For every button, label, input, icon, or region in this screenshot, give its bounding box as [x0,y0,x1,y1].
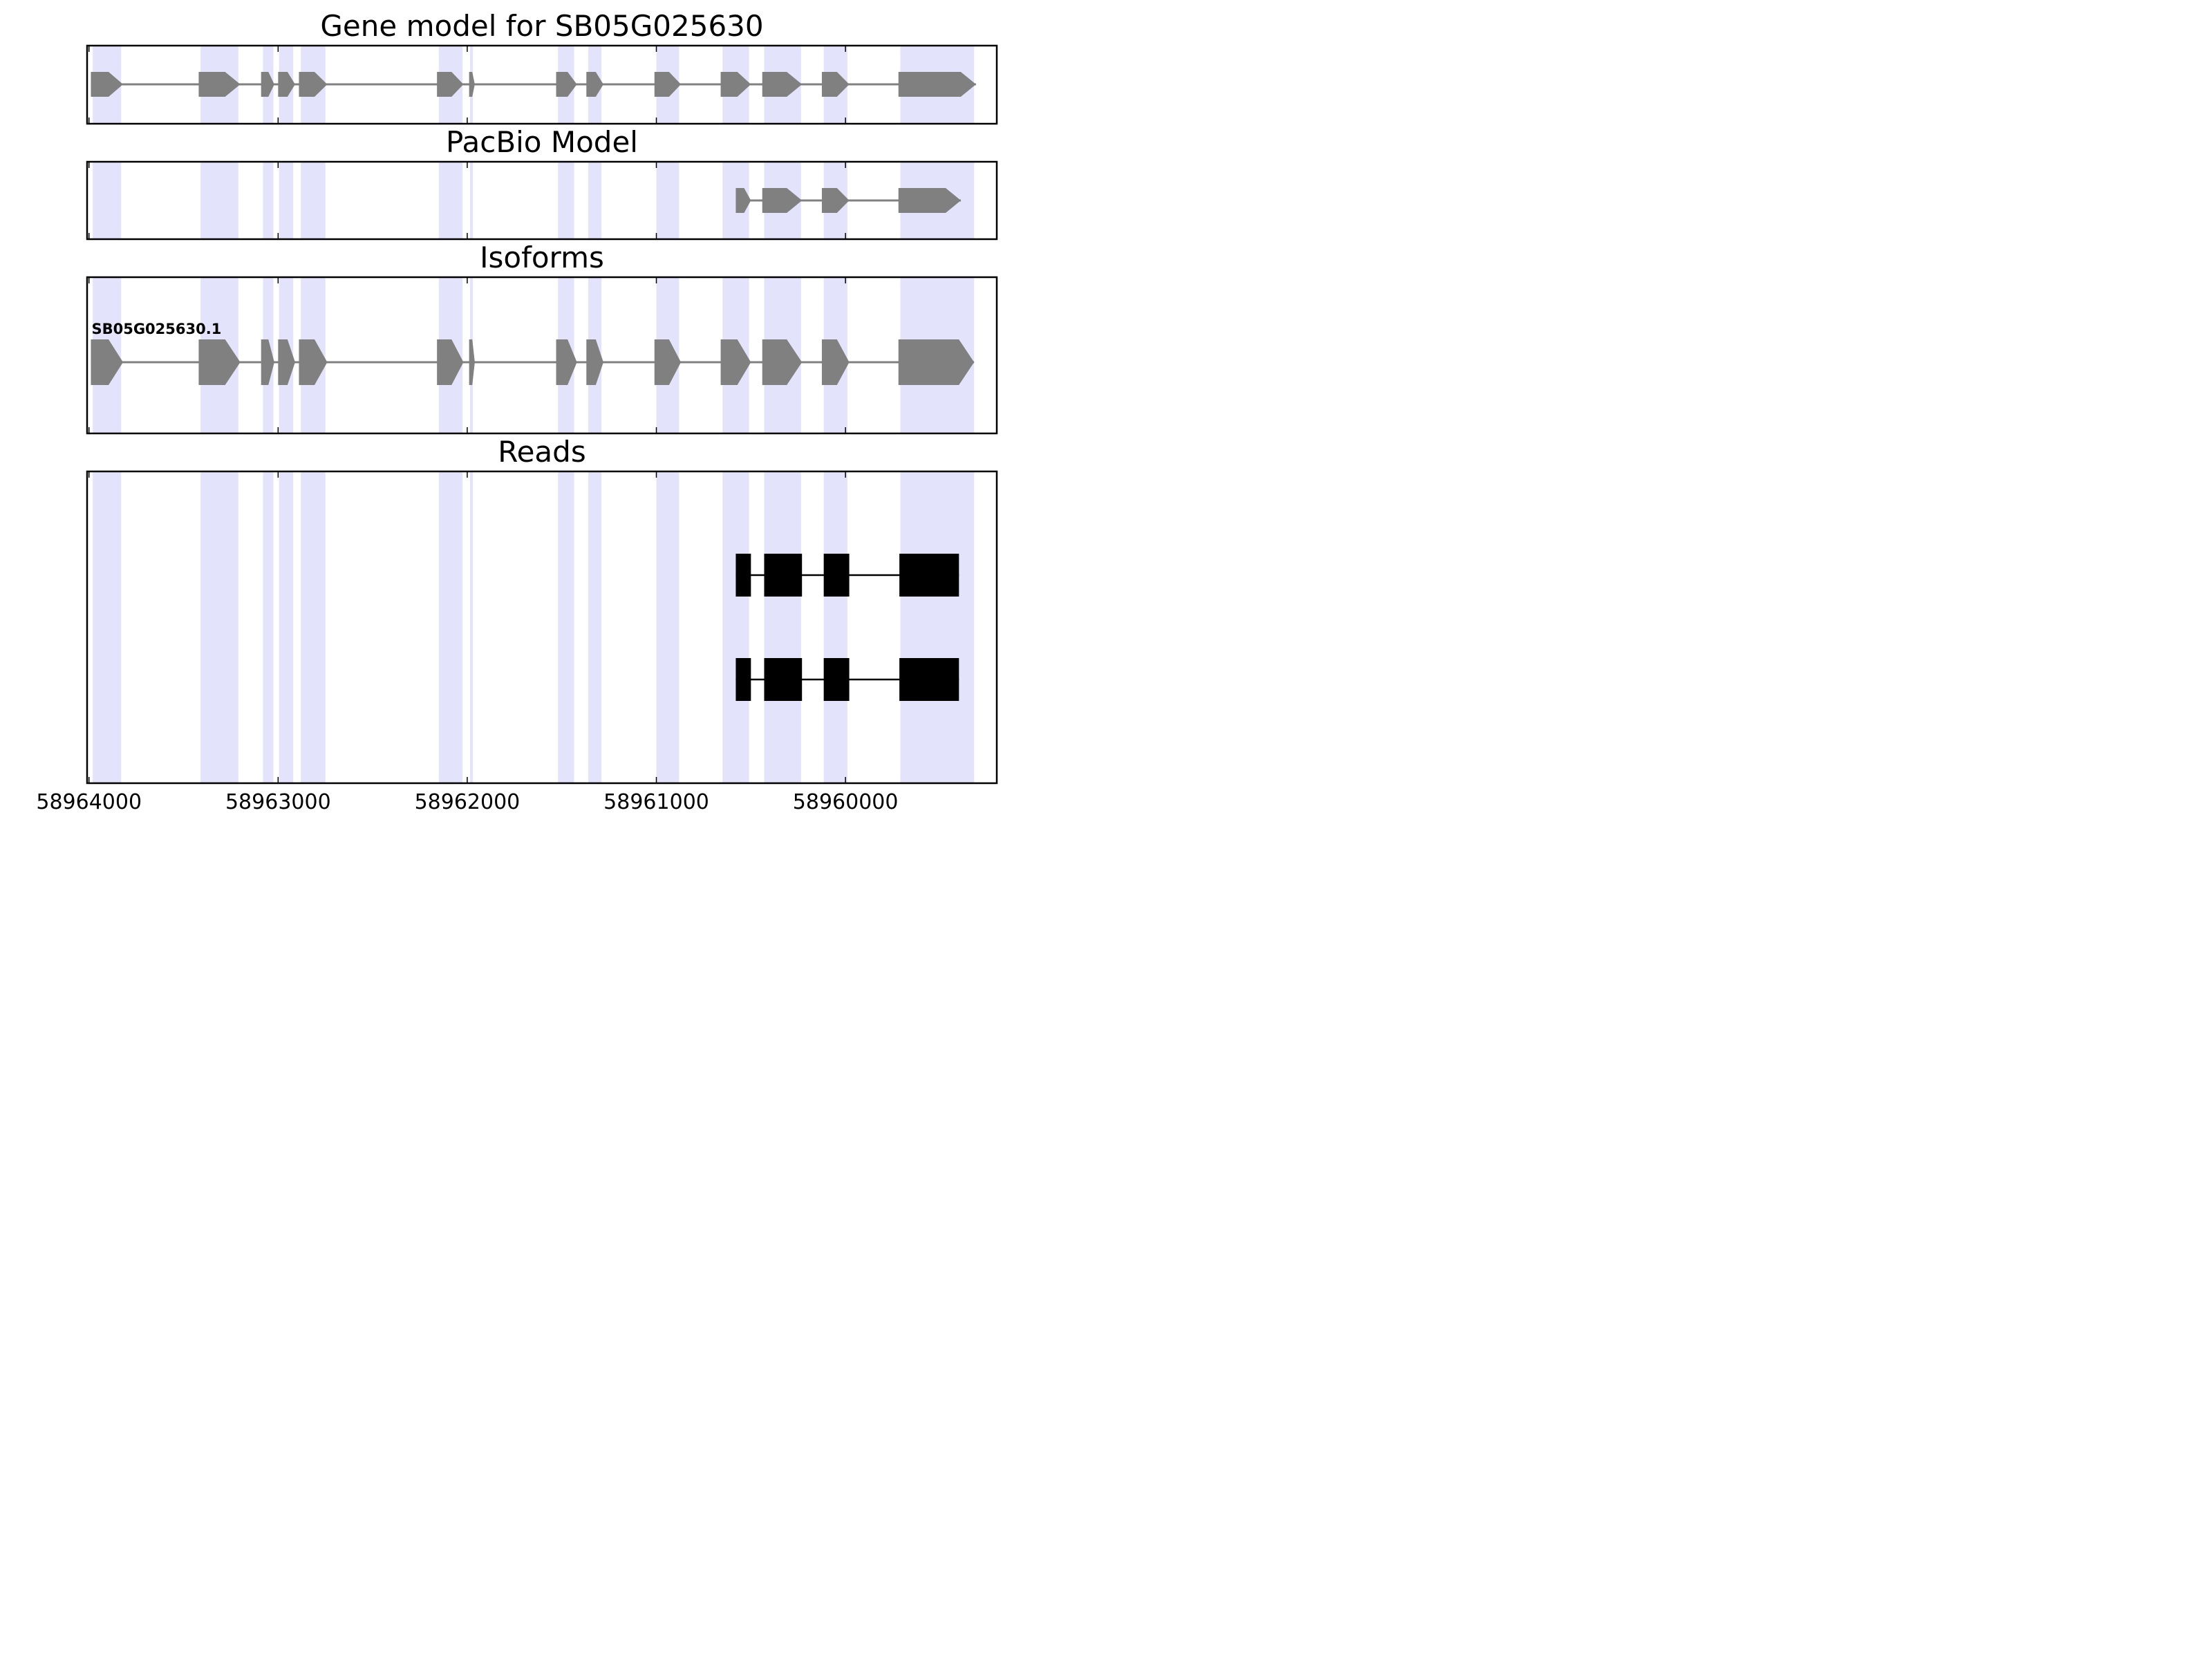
exon-block [437,339,464,385]
exon-highlight-band [558,162,574,239]
exon-highlight-band [93,162,122,239]
exon-block [654,72,682,97]
exon-highlight-band [764,471,801,783]
exon-block [299,339,328,385]
exon-block [821,188,850,213]
panel-frame [86,276,998,435]
exon-block [720,72,751,97]
exon-block [762,188,803,213]
exon-block [586,339,603,385]
read-exon-block [899,658,959,701]
exon-highlight-band [301,471,326,783]
panel-frame [86,470,998,785]
exon-highlight-band [438,471,463,783]
read-exon-block [899,554,959,597]
exon-block [735,188,751,213]
exon-highlight-band [301,162,326,239]
exon-highlight-band [438,162,463,239]
x-tick-label: 58963000 [225,790,331,813]
panel-frame [86,160,998,241]
exon-highlight-band [823,471,847,783]
read-exon-block [764,658,803,701]
exon-block [278,339,295,385]
exon-block [91,72,123,97]
exon-block [198,339,241,385]
exon-highlight-band [93,471,122,783]
read-exon-block [823,554,850,597]
exon-block [556,72,577,97]
exon-block [299,72,328,97]
exon-block [762,72,803,97]
exon-highlight-band [200,471,238,783]
exon-block [261,339,274,385]
panel-3: Reads 58964000 58963000 58962000 58961000 589… [36,435,998,813]
gene-track-figure: Gene model for SB05G025630 PacBio Model Is… [36,9,998,813]
exon-highlight-band [558,471,574,783]
read-exon-block [735,554,751,597]
panel-2: Isoforms SB05G025630.1 [86,241,998,435]
x-tick-label: 58961000 [603,790,709,813]
isoform-label: SB05G025630.1 [91,321,221,337]
read-exon-block [764,554,803,597]
exon-block [762,339,803,385]
exon-highlight-band [470,471,474,783]
exon-block [278,72,295,97]
read-exon-block [735,658,751,701]
panel-title: Reads [498,435,585,469]
exon-block [654,339,682,385]
exon-highlight-band [722,471,749,783]
exon-block [469,72,475,97]
x-tick-label: 58962000 [415,790,521,813]
panel-1: PacBio Model [86,125,998,241]
exon-block [821,339,850,385]
exon-block [556,339,577,385]
exon-highlight-band [470,162,474,239]
panel-frame [86,44,998,125]
panel-title: Gene model for SB05G025630 [320,9,763,43]
read-exon-block [823,658,850,701]
exon-highlight-band [263,162,274,239]
exon-block [821,72,850,97]
exon-block [898,188,962,213]
exon-block [261,72,274,97]
exon-highlight-band [200,162,238,239]
panel-title: PacBio Model [446,125,638,159]
exon-block [469,339,475,385]
exon-highlight-band [279,471,294,783]
exon-block [586,72,603,97]
exon-highlight-band [588,162,602,239]
exon-block [898,72,976,97]
x-tick-label: 58960000 [793,790,899,813]
exon-highlight-band [279,162,294,239]
exon-highlight-band [656,162,679,239]
exon-highlight-band [588,471,602,783]
exon-highlight-band [263,471,274,783]
panel-0: Gene model for SB05G025630 [86,9,998,125]
exon-block [898,339,975,385]
exon-block [91,339,123,385]
exon-block [437,72,464,97]
exon-block [198,72,241,97]
exon-highlight-band [900,471,975,783]
x-tick-label: 58964000 [36,790,142,813]
exon-block [720,339,751,385]
panel-title: Isoforms [480,241,604,274]
exon-highlight-band [656,471,679,783]
